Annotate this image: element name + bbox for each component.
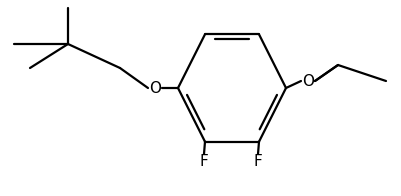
- Text: F: F: [199, 154, 208, 170]
- Text: O: O: [301, 74, 313, 89]
- Text: O: O: [149, 81, 160, 95]
- Text: F: F: [253, 154, 262, 170]
